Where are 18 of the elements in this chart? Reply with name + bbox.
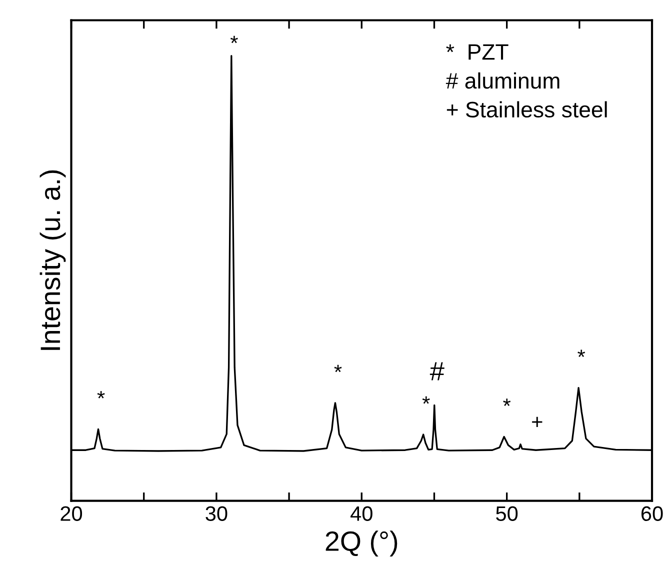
x-tick-label: 40 [350, 506, 372, 521]
annotation: * [334, 364, 342, 372]
annotation: * [97, 391, 105, 398]
annotation: * PZT [446, 44, 508, 60]
x-tick-label: 20 [60, 506, 82, 521]
x-axis-title: 2Q (°) [326, 530, 398, 557]
annotation: * [503, 398, 511, 406]
x-tick-label: 60 [641, 506, 663, 521]
x-tick-label: 50 [496, 506, 518, 521]
annotation: # aluminum [446, 72, 560, 89]
annotation: # [430, 362, 444, 380]
annotation: * [422, 396, 430, 404]
annotation: + Stainless steel [446, 101, 607, 118]
annotation: + [532, 416, 542, 428]
y-axis-title: Intensity (u. a.) [40, 170, 66, 350]
x-tick-label: 30 [206, 506, 228, 521]
annotation: * [578, 350, 586, 358]
annotation: * [230, 36, 238, 44]
